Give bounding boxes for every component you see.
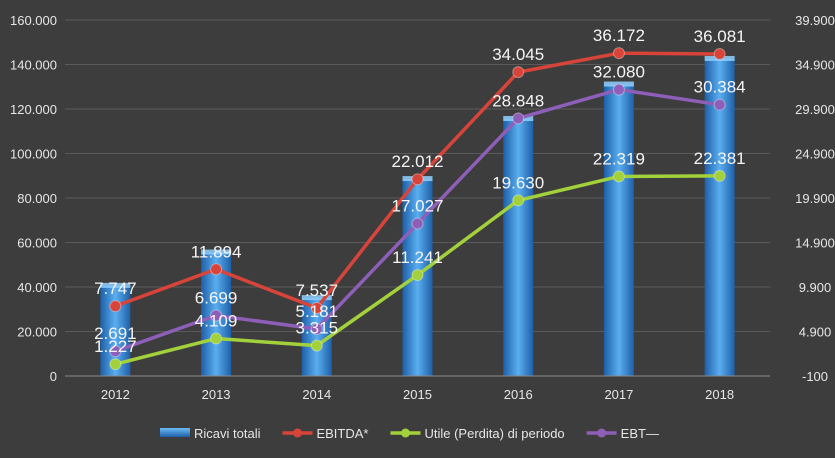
data-label: 34.045	[492, 45, 544, 64]
series-point	[612, 47, 625, 60]
data-label: 32.080	[593, 63, 645, 82]
legend-swatch-bar	[160, 428, 190, 437]
data-label: 22.319	[593, 149, 645, 168]
series-point	[210, 263, 223, 276]
bar	[503, 119, 534, 376]
series-point	[210, 309, 223, 322]
y-left-tick-label: 0	[50, 369, 57, 384]
data-label: 11.241	[392, 248, 443, 267]
series-point	[109, 345, 122, 358]
data-label: 3.315	[296, 319, 339, 338]
data-label: 1.227	[94, 337, 137, 356]
y-left-tick-label: 160.000	[10, 13, 57, 28]
bar-top	[201, 249, 232, 255]
data-label: 36.081	[694, 27, 746, 46]
data-label: 22.381	[694, 149, 746, 168]
bar	[704, 58, 735, 376]
y-right-tick-label: 9.900	[799, 280, 832, 295]
legend-label: EBT—	[621, 426, 659, 441]
y-right-tick-label: -100	[802, 369, 828, 384]
data-label: 5.181	[296, 302, 339, 321]
y-right-tick-label: 19.900	[795, 191, 835, 206]
x-tick-label: 2015	[403, 387, 432, 402]
y-right-tick-label: 34.900	[795, 58, 835, 73]
series-point	[310, 339, 323, 352]
legend-swatch-marker	[292, 428, 302, 438]
data-label: 11.894	[191, 242, 242, 261]
series-point	[512, 194, 525, 207]
series-point	[713, 47, 726, 60]
x-tick-label: 2018	[705, 387, 734, 402]
series-point	[310, 322, 323, 335]
x-tick-label: 2016	[504, 387, 533, 402]
legend-label: EBITDA*	[316, 426, 368, 441]
bar-top	[603, 81, 634, 87]
y-left-tick-label: 120.000	[10, 102, 57, 117]
data-label: 17.027	[392, 197, 444, 216]
legend-label: Utile (Perdita) di periodo	[424, 426, 564, 441]
x-tick-label: 2013	[202, 387, 231, 402]
x-tick-label: 2012	[101, 387, 130, 402]
series-point	[210, 332, 223, 345]
series-point	[109, 300, 122, 313]
y-right-tick-label: 29.900	[795, 102, 835, 117]
y-left-tick-label: 20.000	[17, 325, 57, 340]
series-point	[512, 66, 525, 79]
data-label: 22.012	[392, 152, 444, 171]
series-point	[713, 98, 726, 111]
bar	[603, 84, 634, 377]
data-labels: 7.747 11.894 7.537 22.012 34.045 36.172 36.081…	[94, 26, 746, 356]
data-label: 7.537	[296, 281, 339, 300]
legend: Ricavi totali EBITDA* Utile (Perdita) di p…	[160, 426, 659, 441]
legend-label: Ricavi totali	[194, 426, 261, 441]
y-right-tick-label: 39.900	[795, 13, 835, 28]
x-tick-label: 2017	[604, 387, 633, 402]
data-label: 2.691	[94, 324, 137, 343]
y-right-tick-label: 24.900	[795, 147, 835, 162]
series-point	[713, 169, 726, 182]
series-point	[411, 269, 424, 282]
data-label: 6.699	[195, 288, 238, 307]
data-label: 28.848	[492, 91, 544, 110]
data-label: 30.384	[694, 78, 746, 97]
data-label: 4.109	[195, 312, 238, 331]
y-right-tick-label: 4.900	[799, 325, 832, 340]
y-left-tick-label: 40.000	[17, 280, 57, 295]
series-point	[612, 83, 625, 96]
series-point	[512, 112, 525, 125]
legend-swatch-marker	[597, 428, 607, 438]
series-point	[109, 358, 122, 371]
series-point	[411, 217, 424, 230]
y-left-tick-label: 100.000	[10, 147, 57, 162]
y-left-tick-label: 140.000	[10, 58, 57, 73]
bar-top	[301, 295, 332, 301]
bar-top	[100, 282, 131, 288]
data-label: 19.630	[492, 173, 544, 192]
y-left-tick-label: 80.000	[17, 191, 57, 206]
series-point	[310, 302, 323, 315]
data-label: 36.172	[593, 26, 645, 45]
data-label: 7.747	[94, 279, 137, 298]
x-tick-label: 2014	[302, 387, 331, 402]
axes: 0 20.000 40.000 60.000 80.000 100.000 120.000 1…	[10, 13, 835, 402]
y-right-tick-label: 14.900	[795, 236, 835, 251]
series-point	[411, 173, 424, 186]
legend-swatch-marker	[400, 428, 410, 438]
y-left-tick-label: 60.000	[17, 236, 57, 251]
line-series	[109, 47, 726, 371]
series-point	[612, 170, 625, 183]
